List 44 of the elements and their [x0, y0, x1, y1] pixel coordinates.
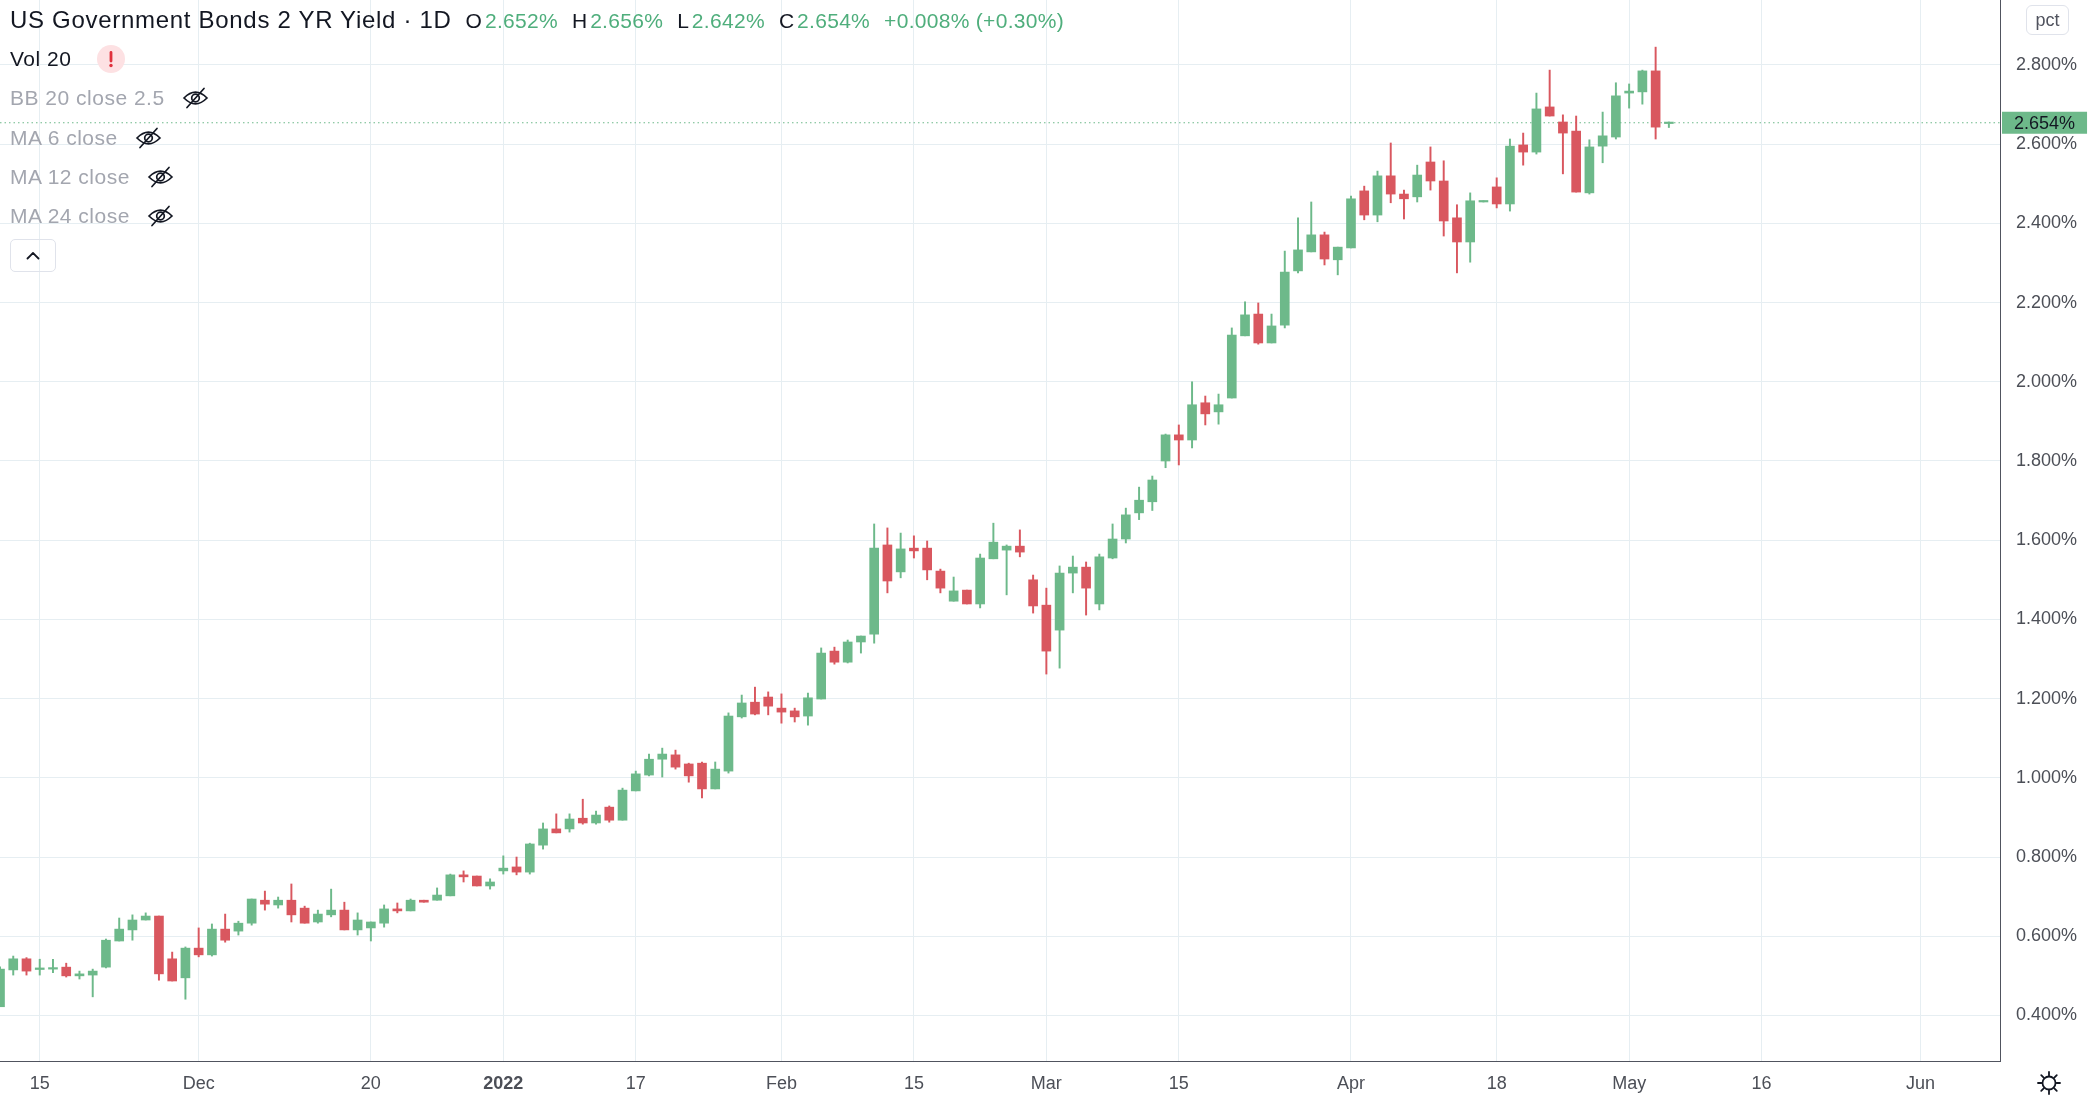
y-tick-label: 2.800% [2016, 53, 2078, 74]
y-tick-label: 1.000% [2016, 766, 2078, 787]
x-tick-label: May [1612, 1072, 1647, 1093]
x-tick-label: 15 [1168, 1072, 1189, 1093]
y-tick-label: 2.400% [2016, 212, 2078, 233]
text: pct [2026, 5, 2069, 35]
y-tick-label: 1.600% [2016, 529, 2078, 550]
annotation: +0.008% (+0.30%) [884, 9, 1065, 33]
y-tick-label: 0.800% [2016, 846, 2078, 867]
annotation: C [778, 9, 795, 33]
annotation: MA 24 close [10, 204, 130, 229]
x-tick-label: 18 [1486, 1072, 1507, 1093]
annotation: MA 12 close [10, 164, 130, 189]
y-tick-label: 2.000% [2016, 370, 2078, 391]
annotation: Vol 20 [10, 47, 72, 71]
y-tick-label: 0.600% [2016, 925, 2078, 946]
chart-title: US Government Bonds 2 YR Yield · 1D [10, 6, 452, 34]
x-tick-label: 16 [1751, 1072, 1772, 1093]
x-tick-label: 17 [625, 1072, 646, 1093]
x-tick-label: 20 [360, 1072, 381, 1093]
annotation: BB 20 close 2.5 [10, 86, 165, 111]
y-tick-label: 0.400% [2016, 1004, 2078, 1025]
ref-line-label: 2.654% [2014, 112, 2076, 133]
annotation: 2.654% [797, 9, 871, 33]
x-tick-label: Jun [1906, 1072, 1936, 1093]
annotation: 2.652% [484, 9, 558, 33]
y-tick-label: 2.200% [2016, 291, 2078, 312]
x-tick-label: 15 [903, 1072, 924, 1093]
y-tick-label: 1.400% [2016, 608, 2078, 629]
annotation: 2.642% [691, 9, 765, 33]
y-tick-label: 1.200% [2016, 687, 2078, 708]
x-tick-label: Dec [182, 1072, 215, 1093]
annotation: L [677, 9, 689, 33]
annotation: MA 6 close [10, 125, 118, 150]
x-tick-label: Mar [1030, 1072, 1062, 1093]
annotation: 2.656% [590, 9, 664, 33]
y-tick-label: 1.800% [2016, 449, 2078, 470]
annotation: O [465, 9, 482, 33]
x-tick-label: 15 [29, 1072, 50, 1093]
x-tick-label: Apr [1336, 1072, 1365, 1093]
y-tick-label: 2.600% [2016, 133, 2078, 154]
annotation: H [571, 9, 588, 33]
x-tick-label: Feb [765, 1072, 797, 1093]
x-tick-label: 2022 [483, 1072, 524, 1093]
